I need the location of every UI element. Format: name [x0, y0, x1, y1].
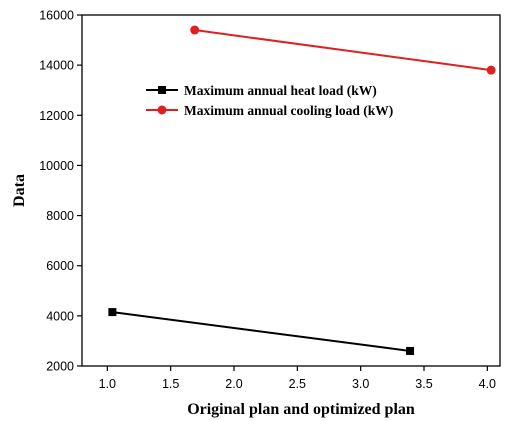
- series-line: [112, 311, 411, 352]
- x-tick-label: 3.5: [415, 377, 432, 391]
- data-point-square: [108, 308, 117, 317]
- x-tick-label: 3.0: [352, 377, 369, 391]
- x-tick-label: 1.5: [162, 377, 179, 391]
- y-tick-label: 6000: [46, 259, 74, 273]
- y-tick-label: 14000: [39, 59, 74, 73]
- x-tick-label: 2.0: [225, 377, 242, 391]
- legend-marker-circle: [157, 105, 167, 115]
- legend-marker-square: [158, 86, 166, 94]
- y-tick-label: 10000: [39, 159, 74, 173]
- y-axis-ticks: 2000 4000 6000 8000 10000 12000 14000 16000: [39, 9, 82, 374]
- legend-item: Maximum annual heat load (kW): [146, 83, 377, 98]
- y-tick-label: 8000: [46, 209, 74, 223]
- plot-border: [81, 14, 501, 367]
- x-tick-label: 4.0: [479, 377, 496, 391]
- legend-label: Maximum annual cooling load (kW): [184, 103, 393, 118]
- series-layer: [108, 25, 496, 355]
- series-heat-load: [108, 308, 415, 355]
- y-tick-label: 12000: [39, 109, 74, 123]
- plot-frame: [81, 14, 501, 367]
- series-cooling-load: [190, 25, 496, 75]
- data-point-square: [406, 346, 415, 355]
- y-tick-label: 2000: [46, 360, 74, 374]
- legend: Maximum annual heat load (kW) Maximum ann…: [146, 83, 393, 118]
- x-tick-label: 2.5: [289, 377, 306, 391]
- legend-item: Maximum annual cooling load (kW): [146, 103, 393, 118]
- y-tick-label: 4000: [46, 309, 74, 323]
- data-point-circle: [486, 65, 496, 75]
- x-tick-label: 1.0: [99, 377, 116, 391]
- legend-label: Maximum annual heat load (kW): [184, 83, 377, 98]
- y-axis-title: Data: [11, 174, 28, 207]
- x-axis-title: Original plan and optimized plan: [187, 401, 415, 418]
- x-axis-ticks: 1.0 1.5 2.0 2.5 3.0 3.5 4.0: [99, 366, 496, 391]
- series-line: [194, 29, 492, 72]
- data-point-circle: [190, 25, 200, 35]
- y-tick-label: 16000: [39, 9, 74, 23]
